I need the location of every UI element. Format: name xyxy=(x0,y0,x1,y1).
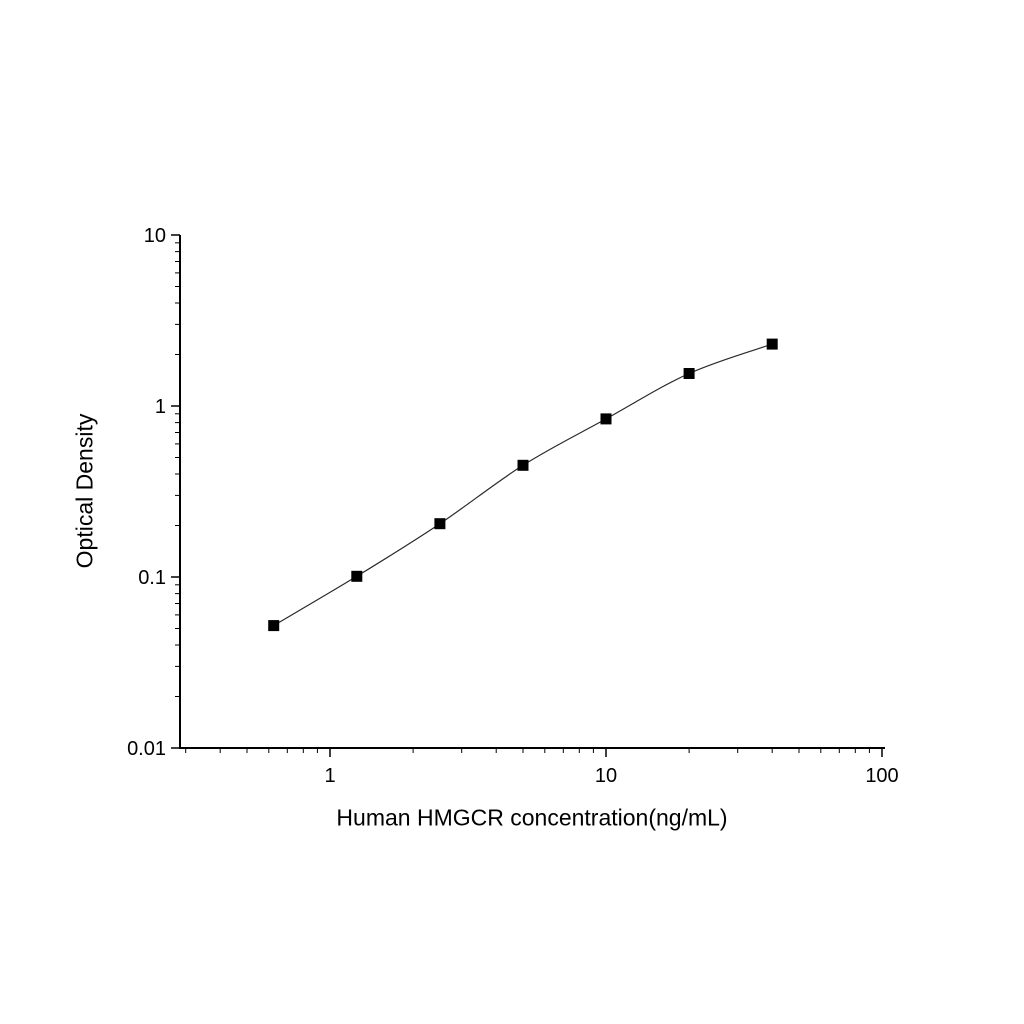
data-point-marker xyxy=(434,518,446,530)
x-tick-label: 10 xyxy=(595,765,617,787)
data-point-marker xyxy=(766,338,778,350)
data-point-marker xyxy=(268,620,280,632)
y-tick-label: 0.01 xyxy=(127,738,166,760)
data-point-marker xyxy=(600,413,612,425)
x-tick-label: 1 xyxy=(324,765,335,787)
x-axis-title: Human HMGCR concentration(ng/mL) xyxy=(336,804,728,831)
y-tick-label: 10 xyxy=(144,225,166,247)
data-point-marker xyxy=(351,570,363,582)
y-tick-label: 1 xyxy=(155,396,166,418)
data-point-marker xyxy=(517,459,529,471)
standard-curve-line xyxy=(273,343,773,627)
x-tick-label: 100 xyxy=(865,765,898,787)
y-tick-label: 0.1 xyxy=(138,567,166,589)
y-axis-title: Optical Density xyxy=(71,413,98,569)
data-point-marker xyxy=(683,368,695,379)
